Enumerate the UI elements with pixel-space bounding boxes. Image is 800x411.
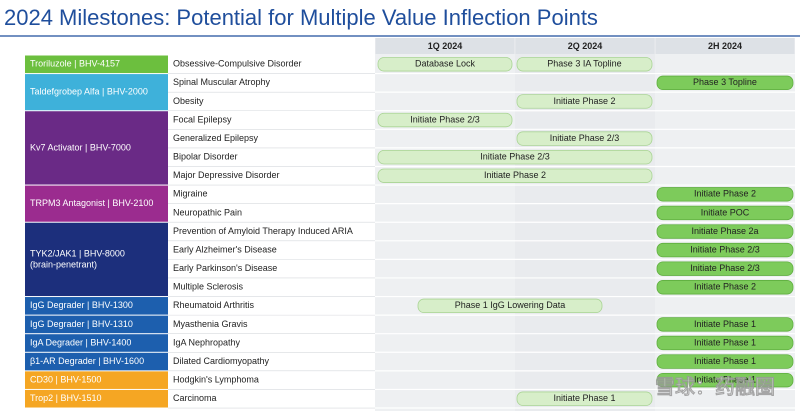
milestone-label: Initiate Phase 2 [694, 282, 756, 292]
program-name: Taldefgrobep Alfa | BHV-2000 [30, 87, 148, 97]
indication: Spinal Muscular Atrophy [173, 77, 271, 87]
milestone-bar [656, 317, 794, 332]
slide-title: 2024 Milestones: Potential for Multiple … [4, 5, 598, 30]
milestone-bar [377, 149, 653, 165]
program-cell [25, 297, 168, 315]
indication: Early Parkinson's Disease [173, 263, 277, 273]
indication: Obsessive-Compulsive Disorder [173, 59, 302, 69]
milestone-bar [377, 168, 653, 183]
milestone-bar [377, 57, 513, 72]
program-cell [25, 315, 168, 334]
program-cell [25, 371, 168, 389]
milestone-bar [656, 205, 794, 221]
program-cell [25, 222, 168, 297]
indication: Neuropathic Pain [173, 207, 242, 217]
indication: Dilated Cardiomyopathy [173, 356, 270, 366]
milestone-label: Initiate Phase 2 [553, 96, 615, 106]
milestone-bar [516, 131, 653, 146]
program-cell [25, 55, 168, 74]
milestone-label: Initiate Phase 2 [694, 189, 756, 199]
program-name: CD30 | BHV-1500 [30, 375, 101, 385]
column-header-cell [515, 38, 655, 54]
indication: Prevention of Amyloid Therapy Induced AR… [173, 226, 353, 236]
program-cell [25, 111, 168, 185]
milestone-label: Initiate Phase 2/3 [550, 133, 620, 143]
milestone-label: Initiate Phase 1 [694, 375, 756, 385]
milestone-bar [656, 242, 794, 258]
milestone-label: Phase 3 Topline [693, 77, 757, 87]
milestone-label: Initiate Phase 1 [694, 319, 756, 329]
indication: Obesity [173, 96, 204, 106]
program-name: IgG Degrader | BHV-1300 [30, 300, 133, 310]
milestone-bar [516, 57, 653, 72]
milestone-label: Initiate Phase 1 [694, 356, 756, 366]
milestone-bar [656, 335, 794, 351]
milestone-label: Initiate Phase 2/3 [480, 152, 550, 162]
milestone-bar [656, 187, 794, 202]
program-name: (brain-penetrant) [30, 259, 97, 269]
indication: IgA Nephropathy [173, 337, 241, 347]
program-name: Trop2 | BHV-1510 [30, 393, 102, 403]
milestone-label: Initiate Phase 1 [694, 337, 756, 347]
indication: Hodgkin's Lymphoma [173, 375, 259, 385]
program-name: TYK2/JAK1 | BHV-8000 [30, 248, 125, 258]
milestone-label: Initiate Phase 2a [691, 226, 758, 236]
column-header-cell [655, 38, 795, 54]
program-cell [25, 185, 168, 222]
indication: Rheumatoid Arthritis [173, 300, 255, 310]
program-name: β1-AR Degrader | BHV-1600 [30, 356, 144, 366]
milestone-label: Initiate Phase 2/3 [410, 114, 480, 124]
column-background [375, 38, 515, 411]
program-name: Kv7 Activator | BHV-7000 [30, 142, 131, 152]
program-name: Troriluzole | BHV-4157 [30, 59, 120, 69]
milestone-label: Initiate Phase 2 [484, 170, 546, 180]
milestone-bar [656, 372, 794, 388]
column-header: 2H 2024 [708, 41, 742, 51]
milestone-label: Initiate Phase 2/3 [690, 244, 760, 254]
indication: Focal Epilepsy [173, 114, 232, 124]
milestone-bar [656, 75, 794, 91]
milestone-label: Initiate Phase 2/3 [690, 263, 760, 273]
milestone-bar [656, 261, 794, 276]
milestone-label: Initiate Phase 1 [553, 393, 615, 403]
milestone-bar [656, 354, 794, 369]
program-name: IgG Degrader | BHV-1310 [30, 319, 133, 329]
milestone-label: Phase 3 IA Topline [547, 59, 621, 69]
milestone-bar [516, 391, 653, 406]
column-header: 2Q 2024 [568, 41, 603, 51]
program-cell [25, 352, 168, 371]
watermark: 雪球：药融圈 [655, 374, 775, 398]
milestone-bar [656, 224, 794, 239]
milestone-label: Database Lock [415, 59, 476, 69]
program-cell [25, 334, 168, 352]
program-name: IgA Degrader | BHV-1400 [30, 337, 131, 347]
indication: Carcinoma [173, 393, 217, 403]
indication: Bipolar Disorder [173, 152, 238, 162]
milestone-label: Initiate POC [701, 207, 750, 217]
indication: Major Depressive Disorder [173, 170, 280, 180]
indication: Multiple Sclerosis [173, 282, 244, 292]
indication: Generalized Epilepsy [173, 133, 259, 143]
column-background [515, 38, 655, 411]
program-cell [25, 74, 168, 111]
indication: Early Alzheimer's Disease [173, 244, 277, 254]
milestone-bar [516, 94, 653, 109]
milestone-bar [377, 112, 513, 128]
program-name: TRPM3 Antagonist | BHV-2100 [30, 198, 153, 208]
indication: Myasthenia Gravis [173, 319, 248, 329]
milestone-label: Phase 1 IgG Lowering Data [455, 300, 566, 310]
program-cell [25, 389, 168, 408]
column-header: 1Q 2024 [428, 41, 463, 51]
milestone-bar [656, 280, 794, 295]
column-header-cell [375, 38, 515, 54]
milestone-bar [417, 298, 603, 314]
indication: Migraine [173, 189, 208, 199]
